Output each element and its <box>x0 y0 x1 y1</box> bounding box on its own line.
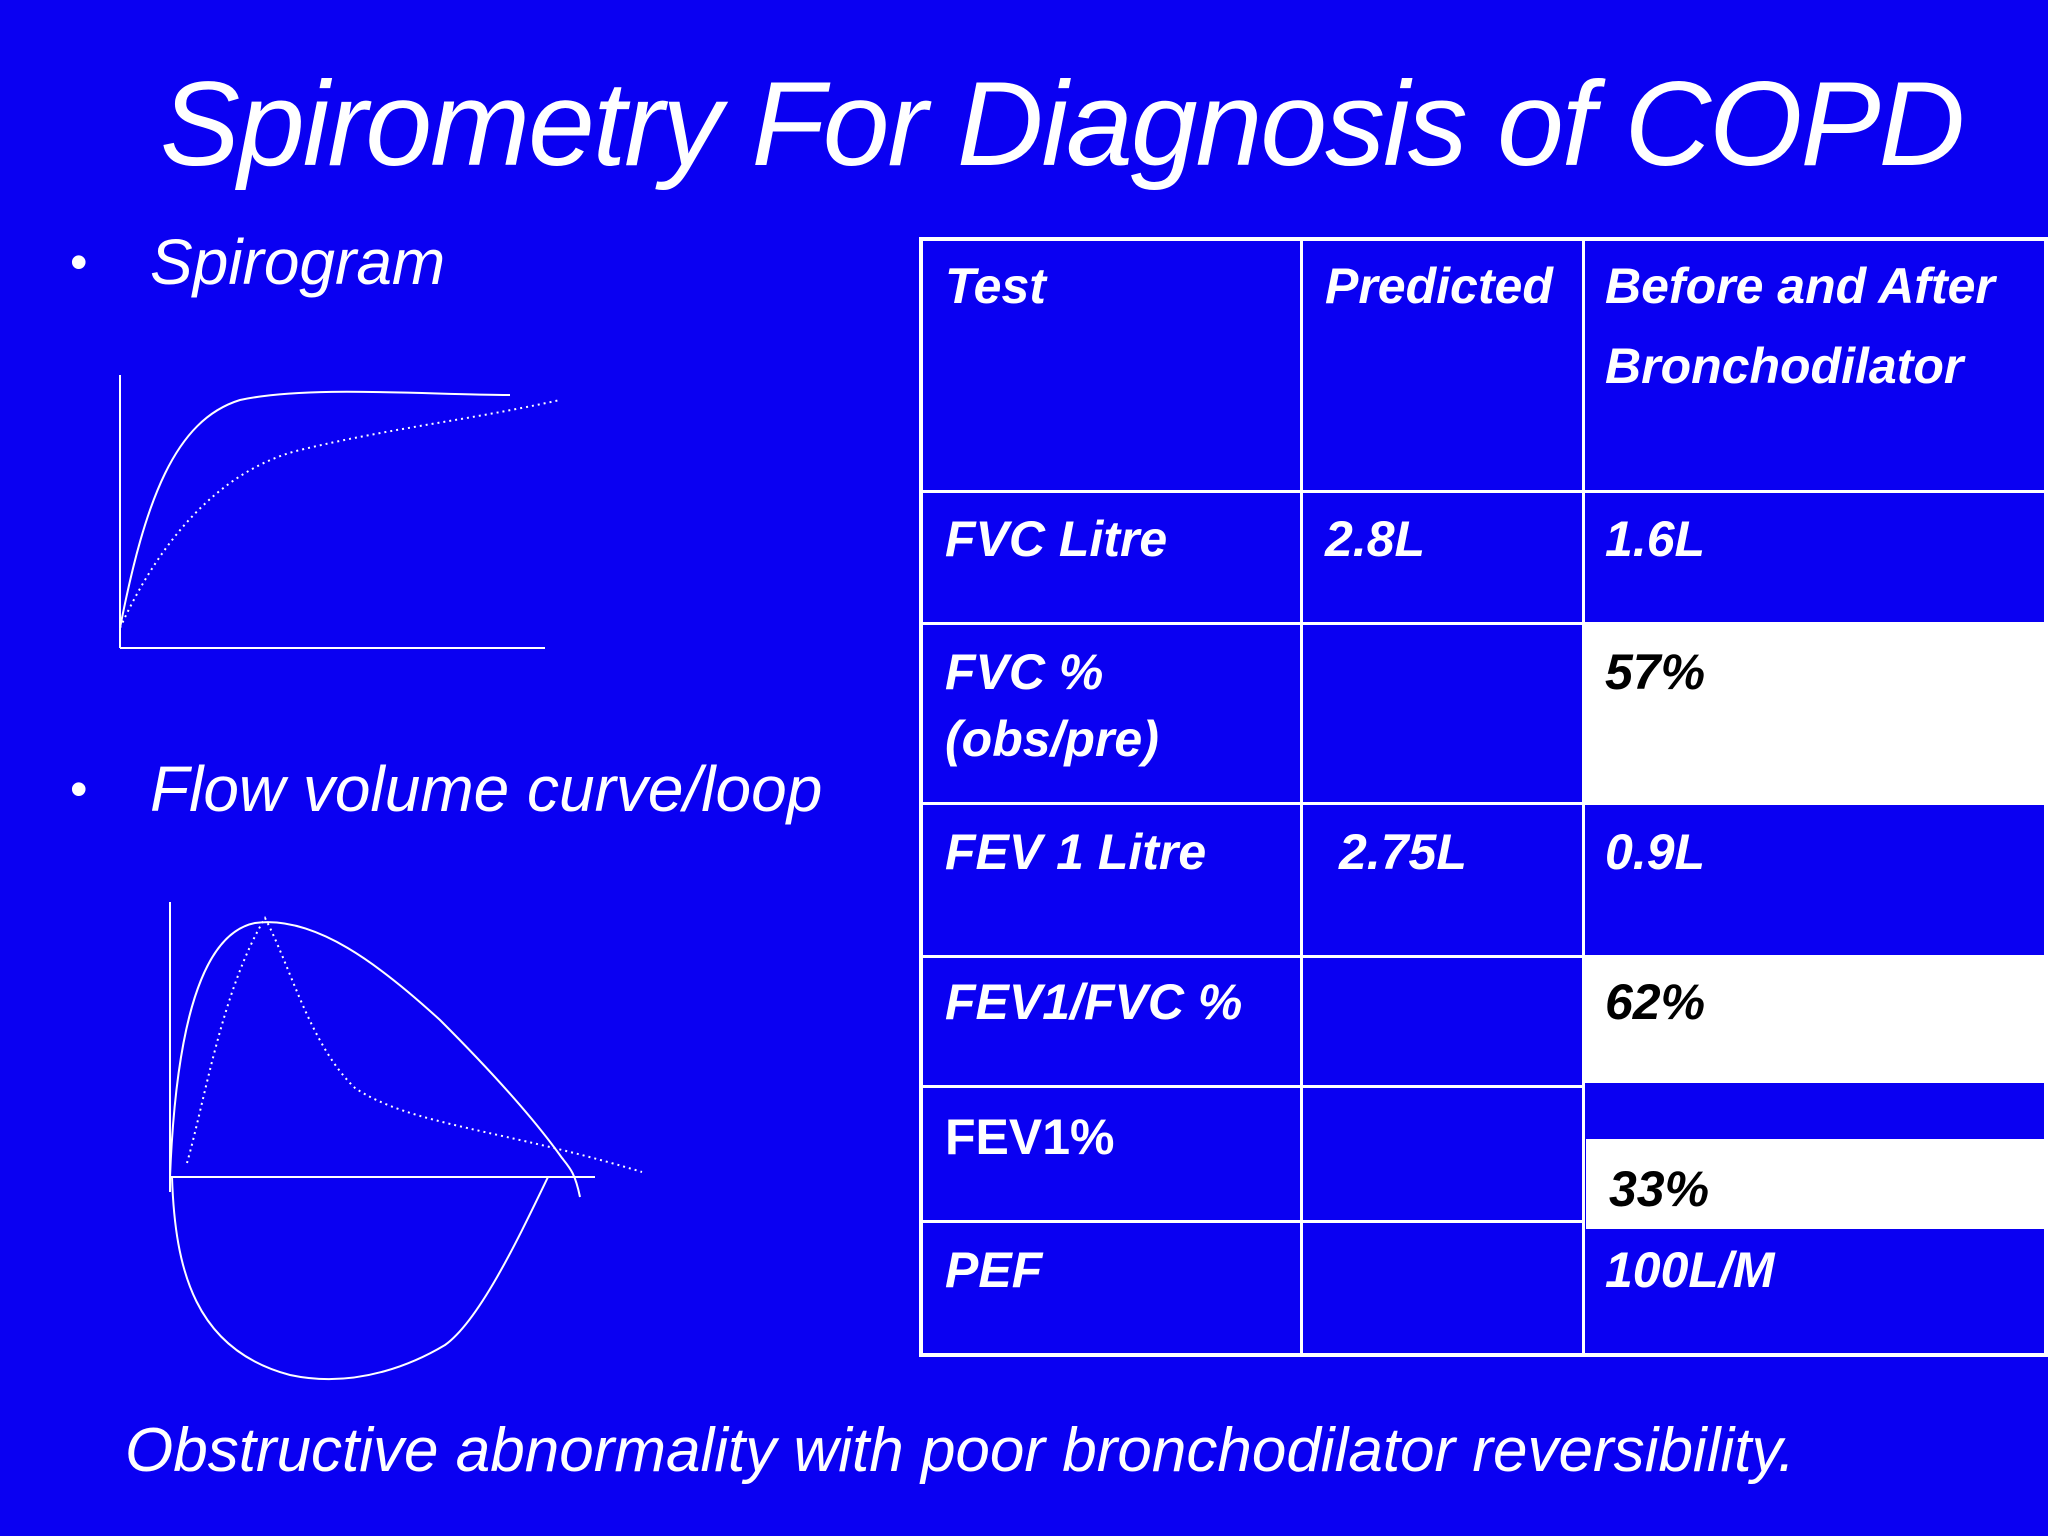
blue-patch-lower <box>1584 1229 1987 1357</box>
bullet-label: Spirogram <box>150 226 446 298</box>
row-fvc-litre-test: FVC Litre <box>945 511 1168 567</box>
table-column-divider-2 <box>1582 237 1585 1357</box>
row-fev1-percent-value: 33% <box>1609 1161 1710 1217</box>
row-fev1-fvc-test: FEV1/FVC % <box>945 974 1243 1030</box>
highlight-cell-fev1-percent <box>1586 1139 2048 1229</box>
table-row-divider-4 <box>919 955 2048 958</box>
bullet-dot-icon: • <box>70 234 88 290</box>
row-fev1-litre-value: 0.9L <box>1605 824 1706 880</box>
bullet-label: Flow volume curve/loop <box>150 753 823 825</box>
flow-obstructive-curve <box>186 915 643 1173</box>
table-border-top <box>919 237 2048 241</box>
row-fvc-litre-value: 1.6L <box>1605 511 1706 567</box>
header-before-after-line1: Before and After <box>1605 258 1995 314</box>
flow-inspiratory-curve <box>171 1176 549 1380</box>
header-before-after-line2: Bronchodilator <box>1605 338 1964 394</box>
row-pef-value: 100L/M <box>1605 1242 1775 1298</box>
header-predicted: Predicted <box>1325 258 1553 314</box>
table-row-divider-6 <box>919 1220 1584 1223</box>
spirogram-normal-curve <box>119 390 511 629</box>
row-fvc-litre-predicted: 2.8L <box>1325 511 1426 567</box>
row-pef-test: PEF <box>945 1242 1043 1298</box>
table-row-divider-5 <box>919 1085 1584 1088</box>
highlight-cell-fev1-fvc <box>1584 957 2048 1083</box>
row-fvc-percent-value: 57% <box>1605 644 1706 700</box>
bullet-flow-volume: • Flow volume curve/loop <box>70 752 822 826</box>
slide-footer-conclusion: Obstructive abnormality with poor bronch… <box>125 1416 1796 1485</box>
row-fev1-litre-predicted: 2.75L <box>1339 824 1467 880</box>
table-border-bottom <box>919 1353 2048 1357</box>
row-fev1-percent-test: FEV1% <box>945 1109 1115 1165</box>
bullet-dot-icon: • <box>70 761 88 817</box>
row-fvc-percent-test-line2: (obs/pre) <box>945 711 1159 767</box>
spirometry-results-table: Test Predicted Before and After Bronchod… <box>919 237 2048 1357</box>
spirogram-obstructive-curve <box>119 399 561 629</box>
bullet-spirogram: • Spirogram <box>70 225 445 299</box>
spirogram-diagram <box>119 375 561 649</box>
blue-patch-upper <box>1584 804 1987 954</box>
header-test: Test <box>945 258 1046 314</box>
highlight-cell-fvc-percent <box>1584 624 2048 804</box>
flow-volume-loop-diagram <box>169 902 643 1380</box>
row-fev1-litre-test: FEV 1 Litre <box>945 824 1207 880</box>
slide-title: Spirometry For Diagnosis of COPD <box>160 57 1965 191</box>
table-row-divider-1 <box>919 490 2048 493</box>
table-row-divider-3 <box>919 802 2048 805</box>
table-column-divider-1 <box>1300 237 1303 1357</box>
table-border-left <box>919 237 923 1357</box>
row-fev1-fvc-value: 62% <box>1605 974 1706 1030</box>
table-border-right <box>2044 237 2048 1357</box>
row-fvc-percent-test-line1: FVC % <box>945 644 1104 700</box>
flow-normal-expiratory-curve <box>169 921 581 1198</box>
table-row-divider-2 <box>919 622 2048 625</box>
